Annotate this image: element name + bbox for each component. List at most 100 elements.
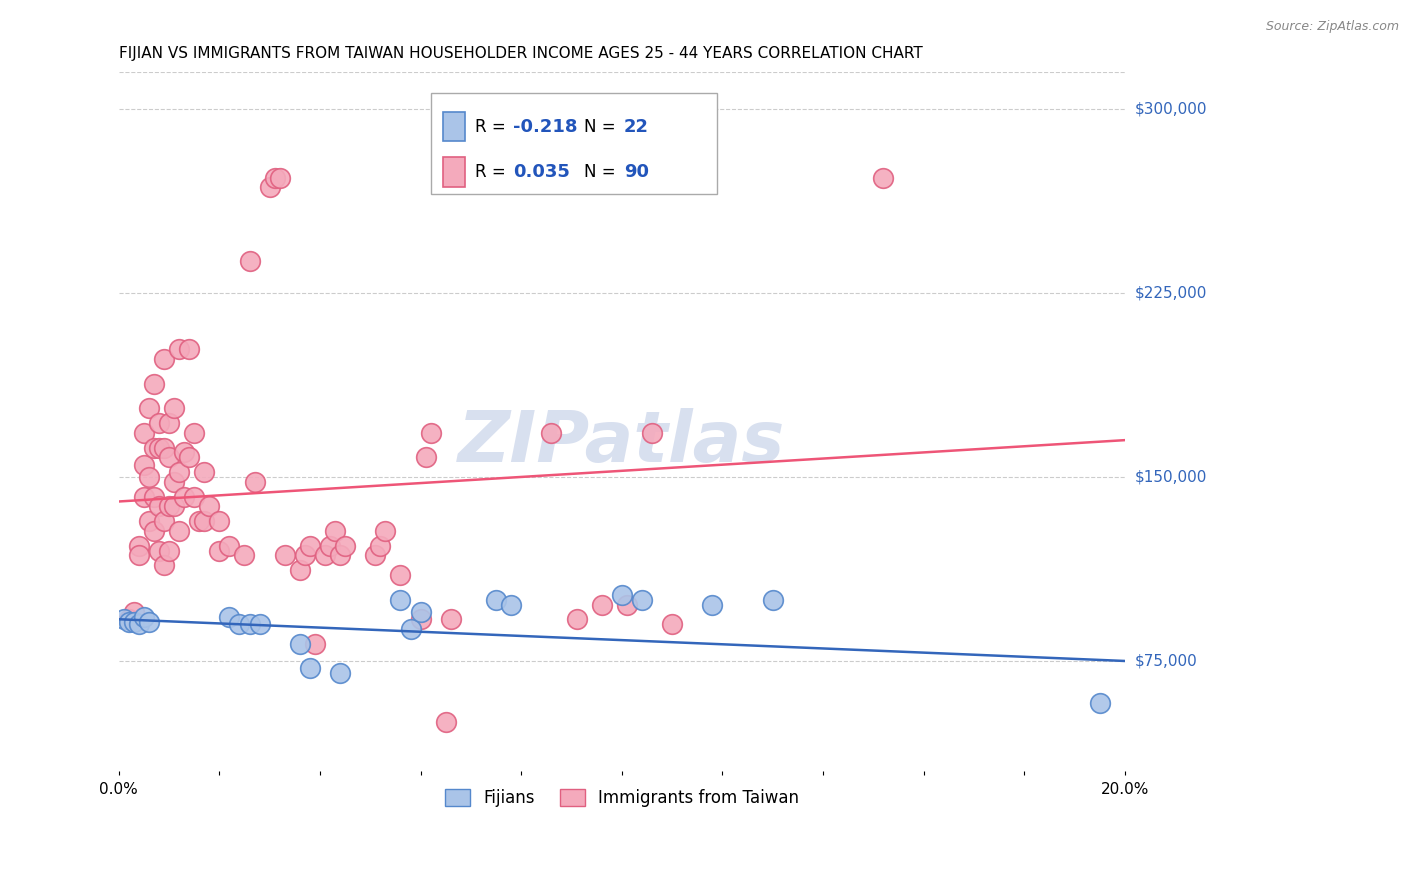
- Point: [148, 416, 170, 430]
- Point: [319, 539, 342, 553]
- Point: [142, 441, 165, 455]
- Point: [591, 598, 613, 612]
- Point: [565, 612, 588, 626]
- Text: N =: N =: [583, 118, 616, 136]
- Point: [193, 514, 215, 528]
- Point: [323, 524, 346, 538]
- Point: [872, 170, 894, 185]
- Point: [269, 170, 291, 185]
- Point: [1088, 696, 1111, 710]
- Point: [132, 425, 155, 440]
- Text: $75,000: $75,000: [1135, 654, 1198, 668]
- Point: [138, 615, 160, 629]
- Point: [374, 524, 396, 538]
- FancyBboxPatch shape: [430, 93, 717, 194]
- Point: [138, 470, 160, 484]
- Point: [364, 549, 387, 563]
- Point: [148, 441, 170, 455]
- Point: [288, 563, 311, 577]
- Point: [188, 514, 211, 528]
- Point: [238, 254, 260, 268]
- Point: [329, 549, 352, 563]
- Point: [415, 450, 437, 465]
- Point: [138, 401, 160, 416]
- Text: 22: 22: [624, 118, 648, 136]
- Point: [263, 170, 285, 185]
- Point: [163, 401, 186, 416]
- Point: [179, 450, 201, 465]
- Point: [183, 490, 205, 504]
- Point: [389, 592, 412, 607]
- Text: -0.218: -0.218: [513, 118, 578, 136]
- Point: [440, 612, 463, 626]
- Point: [228, 617, 250, 632]
- Point: [153, 352, 176, 367]
- Point: [157, 450, 180, 465]
- Text: ZIPatlas: ZIPatlas: [458, 409, 786, 477]
- FancyBboxPatch shape: [443, 112, 465, 141]
- Point: [118, 612, 141, 626]
- Point: [157, 500, 180, 514]
- Point: [208, 514, 231, 528]
- Point: [762, 592, 785, 607]
- Point: [434, 715, 457, 730]
- Point: [631, 592, 654, 607]
- Point: [661, 617, 683, 632]
- Point: [198, 500, 221, 514]
- Point: [153, 514, 176, 528]
- Point: [702, 598, 724, 612]
- Point: [153, 558, 176, 573]
- Point: [142, 490, 165, 504]
- Point: [274, 549, 297, 563]
- Text: R =: R =: [475, 118, 506, 136]
- Legend: Fijians, Immigrants from Taiwan: Fijians, Immigrants from Taiwan: [436, 780, 807, 815]
- Point: [163, 500, 186, 514]
- Point: [132, 609, 155, 624]
- Point: [128, 539, 150, 553]
- Point: [112, 612, 135, 626]
- Point: [148, 543, 170, 558]
- Point: [333, 539, 356, 553]
- Text: $225,000: $225,000: [1135, 285, 1208, 301]
- Point: [399, 622, 422, 636]
- Point: [329, 666, 352, 681]
- Text: 0.035: 0.035: [513, 163, 569, 181]
- Point: [122, 605, 145, 619]
- Point: [368, 539, 391, 553]
- Point: [298, 661, 321, 675]
- Point: [238, 617, 260, 632]
- Point: [142, 376, 165, 391]
- Point: [409, 605, 432, 619]
- Point: [616, 598, 638, 612]
- Point: [641, 425, 664, 440]
- Text: N =: N =: [583, 163, 616, 181]
- Point: [163, 475, 186, 489]
- Point: [314, 549, 336, 563]
- Point: [122, 615, 145, 629]
- Point: [409, 612, 432, 626]
- Point: [218, 539, 240, 553]
- Point: [142, 524, 165, 538]
- Point: [183, 425, 205, 440]
- Point: [294, 549, 316, 563]
- Point: [138, 514, 160, 528]
- Text: 90: 90: [624, 163, 648, 181]
- Text: R =: R =: [475, 163, 506, 181]
- Text: FIJIAN VS IMMIGRANTS FROM TAIWAN HOUSEHOLDER INCOME AGES 25 - 44 YEARS CORRELATI: FIJIAN VS IMMIGRANTS FROM TAIWAN HOUSEHO…: [118, 46, 922, 62]
- Point: [157, 543, 180, 558]
- Point: [298, 539, 321, 553]
- Point: [132, 458, 155, 472]
- Point: [193, 465, 215, 479]
- Point: [173, 490, 195, 504]
- Point: [419, 425, 441, 440]
- Point: [148, 500, 170, 514]
- Point: [610, 588, 633, 602]
- Point: [233, 549, 256, 563]
- Text: $150,000: $150,000: [1135, 469, 1208, 484]
- Point: [179, 343, 201, 357]
- Point: [540, 425, 562, 440]
- Text: $300,000: $300,000: [1135, 102, 1208, 117]
- Point: [128, 549, 150, 563]
- Point: [259, 180, 281, 194]
- Point: [208, 543, 231, 558]
